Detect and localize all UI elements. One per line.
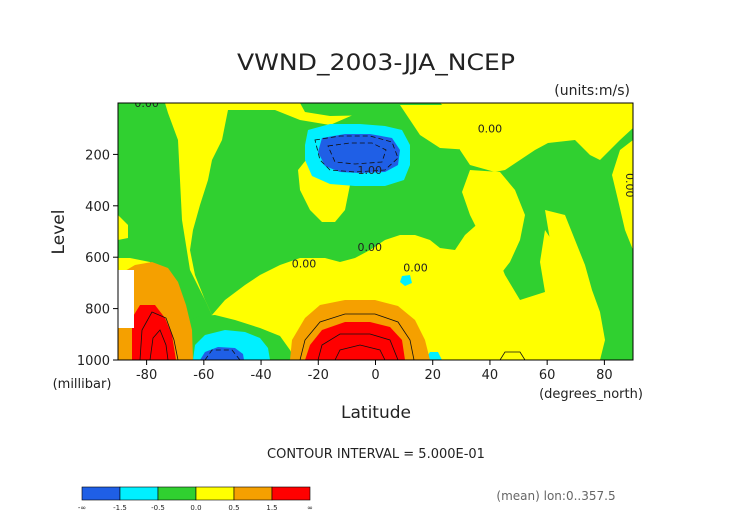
contour-label: 0.00 (292, 258, 317, 271)
x-axis-label: Latitude (341, 403, 411, 423)
legend-swatch (271, 486, 311, 501)
blue-region-lower (200, 347, 244, 360)
yellow-inner-5 (612, 140, 633, 250)
x-tick-label: 60 (539, 368, 556, 383)
color-legend: -∞ -1.5 -0.5 0.0 0.5 1.5 ∞ (78, 486, 313, 512)
cyan-patch-right (400, 275, 412, 286)
x-tick-label: 0 (371, 368, 379, 383)
legend-swatch (81, 486, 121, 501)
x-tick-label: -40 (250, 368, 271, 383)
contour-interval-text: CONTOUR INTERVAL = 5.000E-01 (267, 447, 485, 462)
legend-label: -1.5 (113, 504, 127, 512)
legend-label: -0.5 (151, 504, 165, 512)
contour-labels: 0.00 0.00 1.00 0.00 0.00 0.00 0.00 (134, 97, 636, 274)
x-unit-label: (degrees_north) (539, 387, 643, 402)
green-region-left (118, 103, 212, 325)
y-tick-label: 600 (85, 251, 110, 266)
missing-data-patch (118, 270, 134, 328)
contour-label: 0.00 (358, 241, 383, 254)
red-region-south (132, 305, 176, 360)
y-tick-label: 400 (85, 200, 110, 215)
x-tick-label: 80 (596, 368, 613, 383)
legend-swatch (195, 486, 235, 501)
y-tick-label: 200 (85, 148, 110, 163)
contour-label: 0.00 (403, 261, 428, 274)
contour-label: 1.00 (358, 164, 383, 177)
x-tick-label: -80 (136, 368, 157, 383)
y-axis-label: Level (49, 210, 69, 255)
y-tick-label: 1000 (77, 354, 110, 369)
legend-label: -∞ (78, 504, 86, 512)
x-tick-label: -60 (193, 368, 214, 383)
contour-label: 0.00 (134, 97, 159, 110)
legend-label: 1.5 (266, 504, 277, 512)
y-unit-label: (millibar) (53, 377, 112, 392)
legend-swatch (157, 486, 197, 501)
legend-swatch (233, 486, 273, 501)
contour-label: 0.00 (623, 173, 636, 198)
legend-swatch (119, 486, 159, 501)
legend-label: 0.5 (228, 504, 239, 512)
contour-label: 0.00 (478, 123, 503, 136)
chart-title: VWND_2003-JJA_NCEP (237, 51, 515, 76)
contour-lines (139, 135, 526, 360)
yellow-inner-3 (462, 170, 525, 275)
yellow-inner-7 (118, 215, 128, 240)
units-label: (units:m/s) (554, 83, 630, 99)
x-tick-label: -20 (308, 368, 329, 383)
yellow-inner-2 (400, 105, 510, 150)
x-axis: -80 -60 -40 -20 0 20 40 60 80 (136, 360, 613, 383)
y-tick-label: 800 (85, 303, 110, 318)
blue-region-upper (318, 134, 400, 173)
legend-label: ∞ (307, 504, 313, 512)
x-tick-label: 40 (482, 368, 499, 383)
y-axis: 200 400 600 800 1000 (77, 148, 118, 369)
legend-label: 0.0 (190, 504, 201, 512)
yellow-inner-6 (420, 300, 485, 352)
x-tick-label: 20 (424, 368, 441, 383)
yellow-inner-4 (545, 210, 605, 360)
mean-text: (mean) lon:0..357.5 (496, 489, 615, 503)
plot-area: 0.00 0.00 1.00 0.00 0.00 0.00 0.00 (118, 97, 636, 360)
